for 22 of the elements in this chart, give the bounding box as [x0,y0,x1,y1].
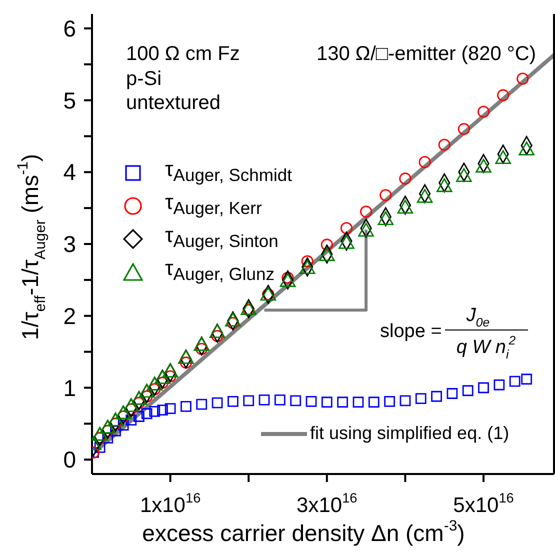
annotation: 130 Ω/□-emitter (820 °C) [316,43,536,65]
x-axis-title: excess carrier density Δn (cm$^{-3}$) [142,518,465,546]
legend-label: τ$_{Auger, Kerr}$ [165,191,262,220]
y-tick-label: 0 [63,446,76,473]
y-tick-label: 2 [63,302,76,329]
x-tick-label: 3x10$^{16}$ [296,490,358,517]
legend-label: τ$_{Auger, Glunz}$ [165,257,274,286]
annotation: slope = [380,321,442,342]
y-tick-label: 5 [63,87,76,114]
y-tick-label: 4 [63,159,76,186]
annotation: p-Si [126,68,162,90]
y-tick-label: 3 [63,231,76,257]
annotation: J$_{0e}$ [465,305,490,330]
x-tick-label: 5x10$^{16}$ [453,490,514,517]
y-tick-label: 6 [63,15,76,42]
legend-label: fit using simplified eq. (1) [310,423,510,444]
legend-label: τ$_{Auger, Schmidt}$ [165,158,292,187]
x-tick-label: 1x10$^{16}$ [140,490,201,517]
annotation: 100 Ω cm Fz [126,43,240,65]
annotation: untextured [126,92,221,114]
legend-label: τ$_{Auger, Sinton}$ [165,224,278,253]
y-tick-label: 1 [63,374,76,401]
